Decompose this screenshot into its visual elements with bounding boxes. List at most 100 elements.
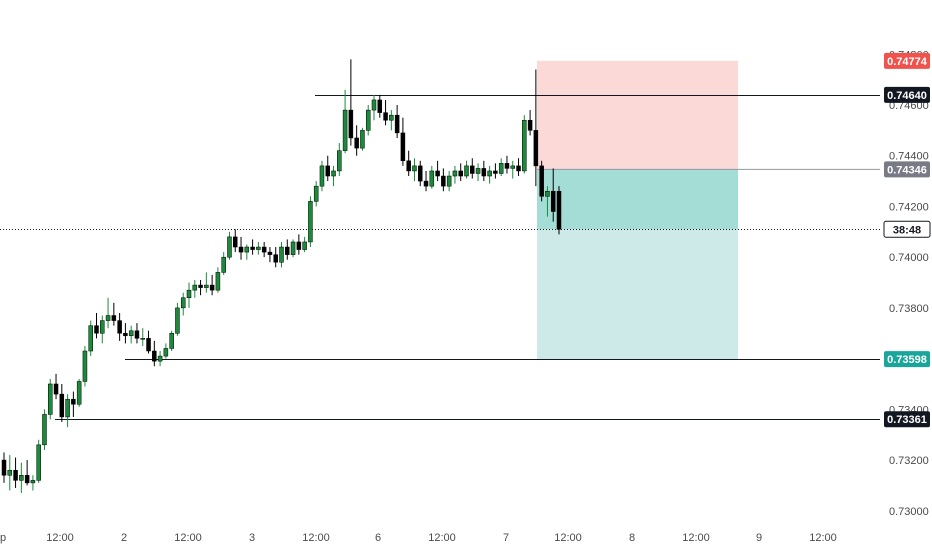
- candle-body: [429, 170, 435, 187]
- candle-body: [105, 315, 111, 321]
- candle-body: [163, 348, 169, 357]
- countdown-tag: [883, 220, 931, 238]
- price-tick-label: 0.74400: [889, 151, 929, 163]
- candle-body: [88, 325, 93, 352]
- price-tick-label: 0.73200: [889, 455, 929, 467]
- candle-body: [441, 175, 446, 187]
- candle-body: [418, 165, 423, 182]
- candle-body: [452, 170, 458, 177]
- candle-body: [256, 246, 261, 250]
- time-tick-label: p: [0, 532, 6, 544]
- candle-body: [302, 241, 307, 250]
- price-tags: 0.74774 0.74640 0.74346 38:48 0.73598 0.73361: [883, 52, 931, 428]
- candle-body: [65, 398, 70, 418]
- time-tick-label: 12:00: [428, 532, 456, 544]
- candle-body: [354, 137, 359, 149]
- stop-loss-zone: [537, 60, 738, 170]
- candle-body: [134, 330, 140, 339]
- candle-body: [296, 241, 302, 250]
- time-tick-label: 3: [249, 532, 255, 544]
- candle-body: [53, 383, 59, 395]
- candle-body: [261, 246, 267, 253]
- stop-price-tag: [884, 52, 930, 69]
- candle-body: [522, 119, 527, 172]
- candle-body: [227, 236, 232, 258]
- price-tick-label: 0.74600: [889, 100, 929, 112]
- candle-body: [371, 99, 377, 111]
- candle-body: [169, 333, 174, 349]
- candle-body: [36, 444, 41, 481]
- target-price-tag: [884, 351, 930, 368]
- candle-body: [48, 383, 53, 415]
- candle-body: [128, 330, 134, 337]
- candle-body: [539, 165, 544, 197]
- time-tick-label: 12:00: [554, 532, 582, 544]
- time-tick-label: 12:00: [302, 532, 330, 544]
- target-price-tag-label: 0.73598: [887, 354, 927, 366]
- candle-body: [435, 170, 440, 177]
- candle-body: [550, 190, 556, 212]
- time-tick-label: 9: [756, 532, 762, 544]
- candle-body: [215, 272, 221, 291]
- candle-body: [308, 201, 313, 243]
- candle-body: [42, 414, 47, 446]
- candle-body: [76, 381, 82, 405]
- candle-body: [516, 165, 521, 172]
- candle-body: [204, 284, 209, 288]
- candle-body: [348, 109, 354, 139]
- price-tick-label: 0.74000: [889, 252, 929, 264]
- countdown-tag-label: 38:48: [893, 224, 921, 236]
- candle-body: [556, 190, 562, 230]
- candle-body: [423, 180, 429, 187]
- candle-body: [319, 165, 325, 187]
- price-tick-label: 0.73800: [889, 303, 929, 315]
- candle-body: [24, 475, 30, 484]
- candle-body: [365, 109, 371, 131]
- candle-body: [533, 130, 539, 167]
- candle-body: [123, 333, 128, 337]
- candle-body: [94, 325, 99, 334]
- time-tick-label: 8: [629, 532, 635, 544]
- candle-body: [30, 480, 36, 484]
- candle-body: [458, 170, 463, 177]
- candle-body: [475, 168, 481, 174]
- candle-body: [7, 469, 13, 476]
- candle-body: [487, 170, 492, 177]
- candle-body: [221, 256, 226, 273]
- candle-body: [504, 163, 510, 169]
- candles: [1, 59, 562, 494]
- candle-body: [19, 475, 24, 481]
- level-price-tag: [884, 411, 930, 428]
- candle-body: [342, 109, 348, 151]
- candle-body: [400, 132, 406, 162]
- candle-body: [117, 320, 122, 334]
- time-tick-label: 2: [121, 532, 127, 544]
- price-axis[interactable]: 0.748000.746000.744000.742000.740000.738…: [889, 49, 929, 517]
- candle-body: [481, 168, 487, 177]
- time-axis[interactable]: p 12:00 2 12:00 3 12:00 6 12:00 7 12:00 8 12:00 9 12:…: [0, 532, 837, 544]
- candle-body: [412, 165, 417, 172]
- time-tick-label: 7: [503, 532, 509, 544]
- candle-body: [180, 297, 186, 309]
- candle-body: [82, 350, 88, 382]
- entry-price-tag: [884, 161, 930, 178]
- candle-body: [157, 355, 163, 362]
- candle-body: [510, 165, 515, 169]
- profit-zone-remaining: [537, 229, 738, 360]
- candle-body: [389, 114, 394, 121]
- candle-body: [325, 165, 330, 177]
- candle-body: [100, 320, 105, 334]
- candle-body: [273, 254, 278, 263]
- candle-body: [527, 119, 533, 131]
- candle-body: [1, 459, 7, 476]
- candle-body: [59, 393, 65, 418]
- candle-body: [267, 251, 273, 255]
- level-price-tag-label: 0.73361: [887, 414, 927, 426]
- price-tick-label: 0.73000: [889, 506, 929, 518]
- candle-body: [175, 307, 180, 334]
- time-tick-label: 12:00: [46, 532, 74, 544]
- candle-body: [285, 246, 290, 255]
- candle-body: [377, 99, 383, 113]
- candle-body: [464, 165, 469, 177]
